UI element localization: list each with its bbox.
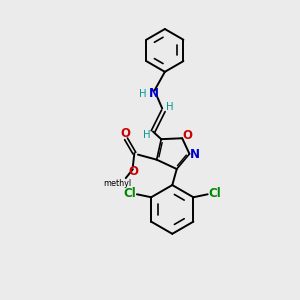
Text: Cl: Cl [123,187,136,200]
Text: Cl: Cl [208,187,221,200]
Text: O: O [183,129,193,142]
Text: H: H [139,88,146,98]
Text: N: N [190,148,200,161]
Text: methyl: methyl [103,179,131,188]
Text: N: N [148,87,159,100]
Text: O: O [128,165,138,178]
Text: H: H [143,130,150,140]
Text: O: O [121,127,130,140]
Text: H: H [166,102,174,112]
